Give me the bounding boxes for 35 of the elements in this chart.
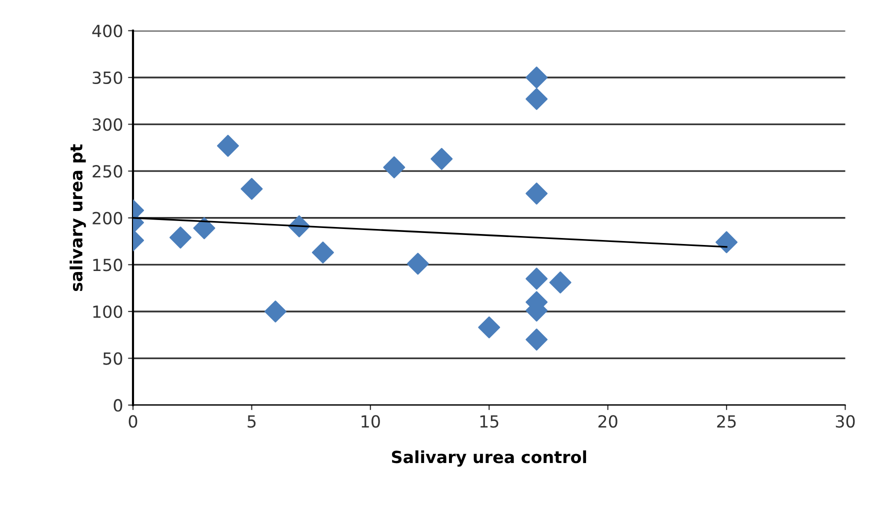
point bbox=[526, 268, 548, 290]
y-tick-label: 400 bbox=[92, 24, 122, 38]
point bbox=[406, 252, 429, 275]
point bbox=[383, 156, 406, 178]
x-tick-label: 25 bbox=[717, 415, 736, 428]
point bbox=[430, 148, 453, 170]
y-axis-title: salivary urea pt bbox=[70, 144, 86, 291]
point bbox=[193, 217, 216, 240]
point bbox=[478, 316, 500, 338]
x-axis-title: Salivary urea control bbox=[392, 450, 586, 467]
x-tick-label: 0 bbox=[128, 415, 138, 428]
y-tick-label: 300 bbox=[92, 118, 122, 131]
y-tick-label: 150 bbox=[93, 258, 122, 272]
point bbox=[549, 271, 572, 294]
point bbox=[169, 226, 192, 249]
point bbox=[216, 134, 239, 157]
x-tick-label: 30 bbox=[836, 415, 855, 428]
point bbox=[526, 328, 548, 351]
y-tick-label: 250 bbox=[92, 165, 122, 178]
x-tick-label: 5 bbox=[248, 415, 256, 428]
x-tick-label: 10 bbox=[362, 415, 380, 428]
point bbox=[526, 66, 548, 88]
y-tick-label: 0 bbox=[114, 399, 122, 412]
y-tick-label: 100 bbox=[93, 305, 122, 318]
point bbox=[240, 178, 263, 200]
point bbox=[312, 242, 334, 264]
y-tick-label: 50 bbox=[103, 352, 122, 365]
x-tick-label: 20 bbox=[598, 415, 618, 428]
point bbox=[716, 231, 738, 254]
x-tick-label: 15 bbox=[480, 415, 498, 428]
y-tick-label: 200 bbox=[92, 212, 122, 224]
point bbox=[526, 182, 548, 205]
point bbox=[264, 300, 286, 322]
point bbox=[526, 88, 548, 110]
y-tick-label: 350 bbox=[92, 71, 122, 84]
